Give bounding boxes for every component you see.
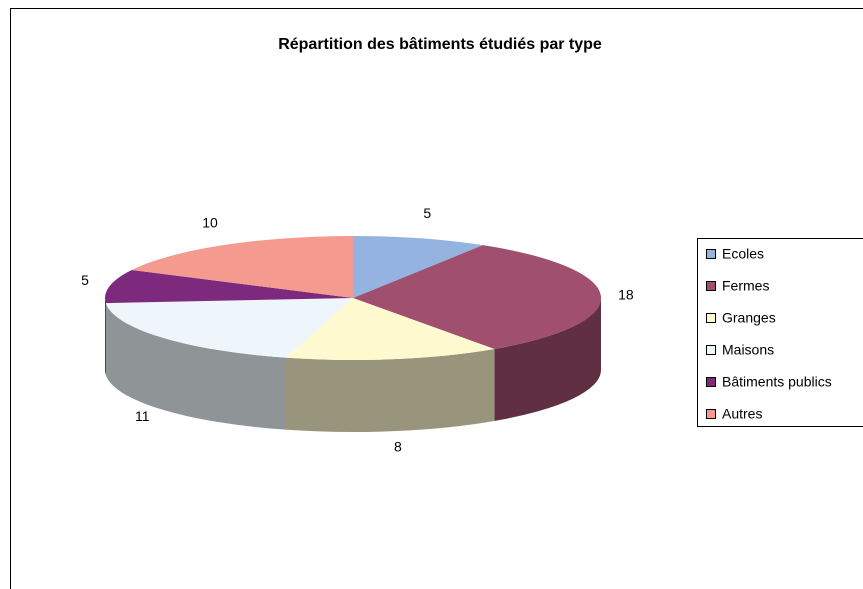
- legend-swatch: [706, 409, 716, 419]
- chart-title: Répartition des bâtiments étudiés par ty…: [278, 36, 602, 53]
- legend-label: Fermes: [722, 278, 769, 294]
- pie-slice: [105, 298, 353, 358]
- pie-slice: [285, 298, 495, 360]
- pie-slice: [105, 270, 353, 304]
- legend-swatch: [706, 281, 716, 291]
- legend: [697, 238, 863, 427]
- legend-label: Bâtiments publics: [722, 374, 832, 390]
- pie-slice: [353, 236, 483, 298]
- pie-side: [285, 348, 495, 433]
- legend-label: Maisons: [722, 342, 774, 358]
- data-label: 8: [394, 439, 402, 455]
- legend-swatch: [706, 345, 716, 355]
- data-label: 11: [135, 408, 150, 424]
- data-label: 18: [618, 286, 634, 302]
- legend-swatch: [706, 249, 716, 259]
- legend-label: Granges: [722, 310, 776, 326]
- legend-label: Autres: [722, 406, 762, 422]
- pie-side: [105, 298, 106, 376]
- legend-swatch: [706, 313, 716, 323]
- legend-label: Ecoles: [722, 246, 764, 262]
- data-label: 5: [81, 272, 89, 288]
- pie-slice: [131, 236, 353, 298]
- legend-swatch: [706, 377, 716, 387]
- pie-side: [105, 303, 286, 430]
- pie-side: [494, 298, 601, 421]
- pie-slice: [353, 245, 601, 349]
- data-label: 10: [202, 215, 218, 231]
- data-label: 5: [423, 205, 431, 221]
